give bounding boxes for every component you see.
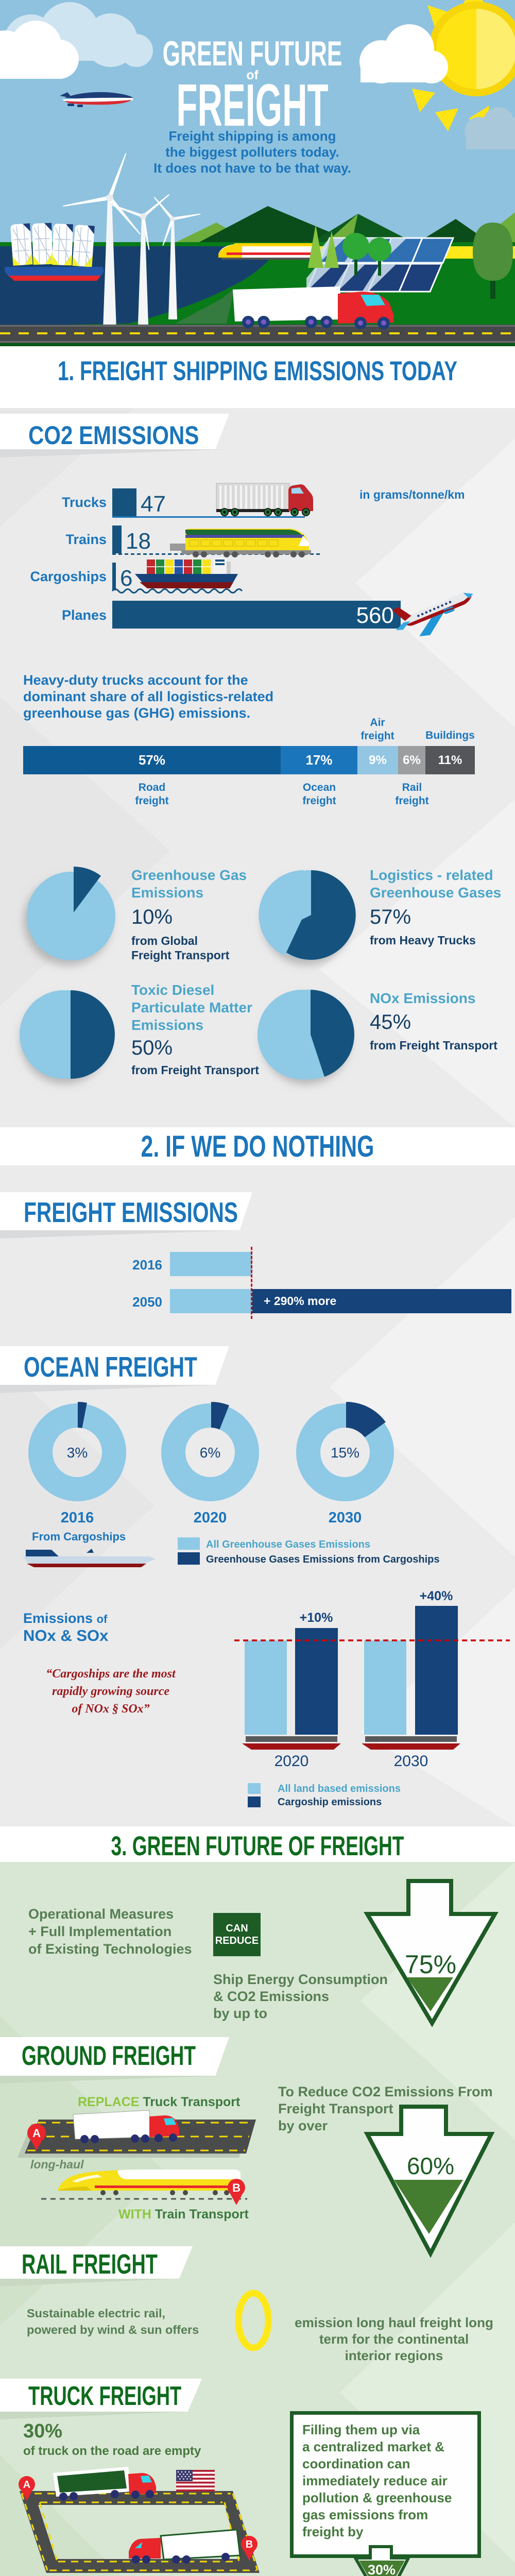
svg-text:B: B [232,2181,241,2194]
svg-text:2020: 2020 [194,1510,227,1526]
svg-text:60%: 60% [407,2153,454,2179]
svg-text:A: A [23,2479,30,2490]
svg-text:6: 6 [120,566,132,591]
svg-text:in grams/tonne/km: in grams/tonne/km [359,488,465,501]
svg-text:2030: 2030 [329,1510,362,1526]
svg-text:18: 18 [126,529,151,554]
svg-text:75%: 75% [405,1950,456,1979]
svg-text:Planes: Planes [62,607,107,623]
svg-text:560: 560 [356,603,394,628]
svg-text:A: A [32,2127,41,2140]
svg-text:Trains: Trains [65,532,107,547]
svg-text:+10%: +10% [300,1611,333,1625]
svg-text:6%: 6% [200,1445,220,1461]
svg-text:+40%: +40% [420,1589,453,1603]
svg-text:15%: 15% [331,1445,359,1461]
svg-text:2016: 2016 [61,1510,94,1526]
svg-text:2030: 2030 [394,1753,428,1770]
svg-text:3%: 3% [67,1445,88,1461]
svg-text:Cargoships: Cargoships [30,569,107,584]
svg-text:B: B [246,2539,253,2550]
svg-text:Trucks: Trucks [62,495,107,510]
svg-text:47: 47 [141,492,166,517]
svg-text:30%: 30% [368,2562,396,2576]
svg-text:2020: 2020 [274,1753,309,1770]
